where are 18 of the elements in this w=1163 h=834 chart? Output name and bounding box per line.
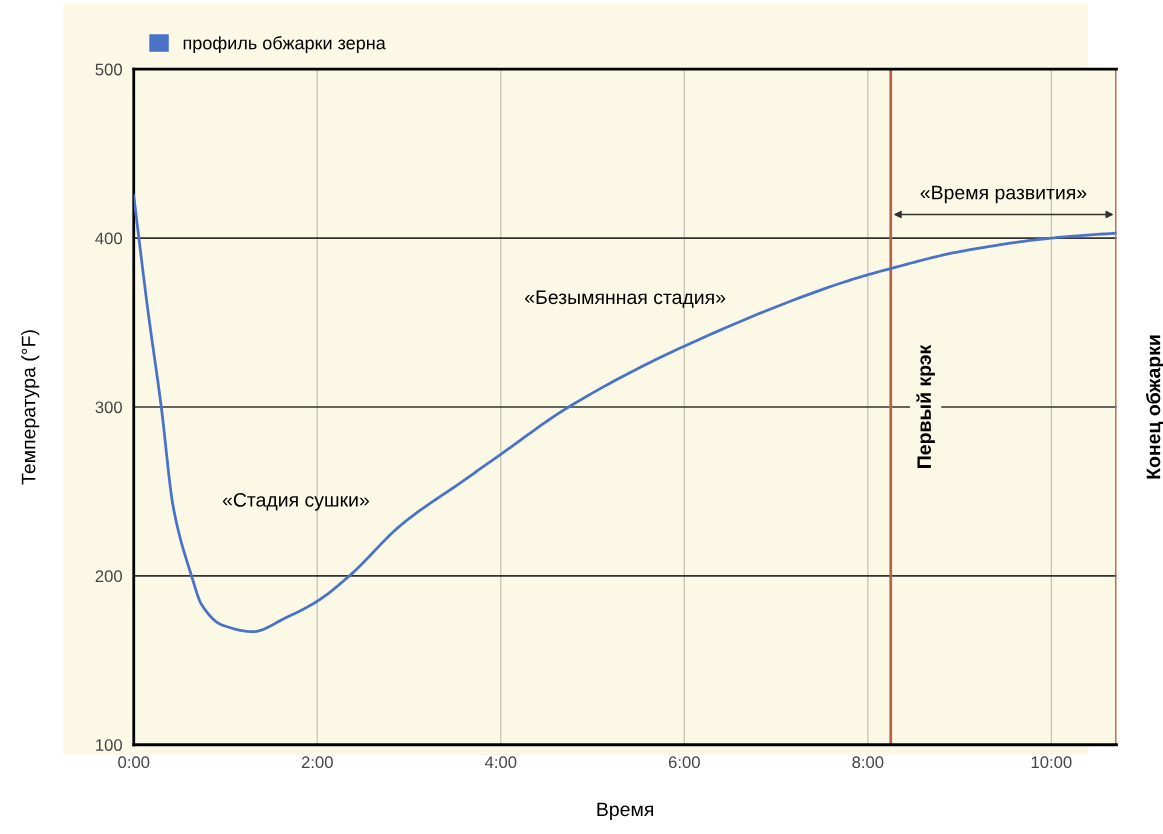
annotation: «Стадия сушки» (222, 493, 369, 511)
legend-label: профиль обжарки зерна (183, 35, 386, 53)
ref-line-label: Первый крэк (916, 344, 935, 468)
x-tick-label: 8:00 (852, 756, 884, 769)
y-axis-title: Температура (°F) (21, 330, 40, 485)
y-tick-label: 400 (95, 232, 122, 245)
annotation: «Время развития» (920, 185, 1087, 204)
y-tick-label: 200 (95, 570, 122, 583)
x-tick-label: 6:00 (668, 756, 700, 769)
y-tick-label: 300 (95, 401, 122, 414)
x-tick-label: 0:00 (118, 756, 150, 769)
x-tick-label: 10:00 (1031, 756, 1072, 769)
annotation: «Безымянная стадия» (525, 290, 726, 308)
x-tick-label: 2:00 (301, 756, 333, 769)
x-tick-label: 4:00 (484, 756, 517, 769)
y-tick-label: 500 (95, 63, 122, 76)
x-axis-title: Время (597, 802, 654, 821)
y-tick-label: 100 (96, 739, 122, 751)
